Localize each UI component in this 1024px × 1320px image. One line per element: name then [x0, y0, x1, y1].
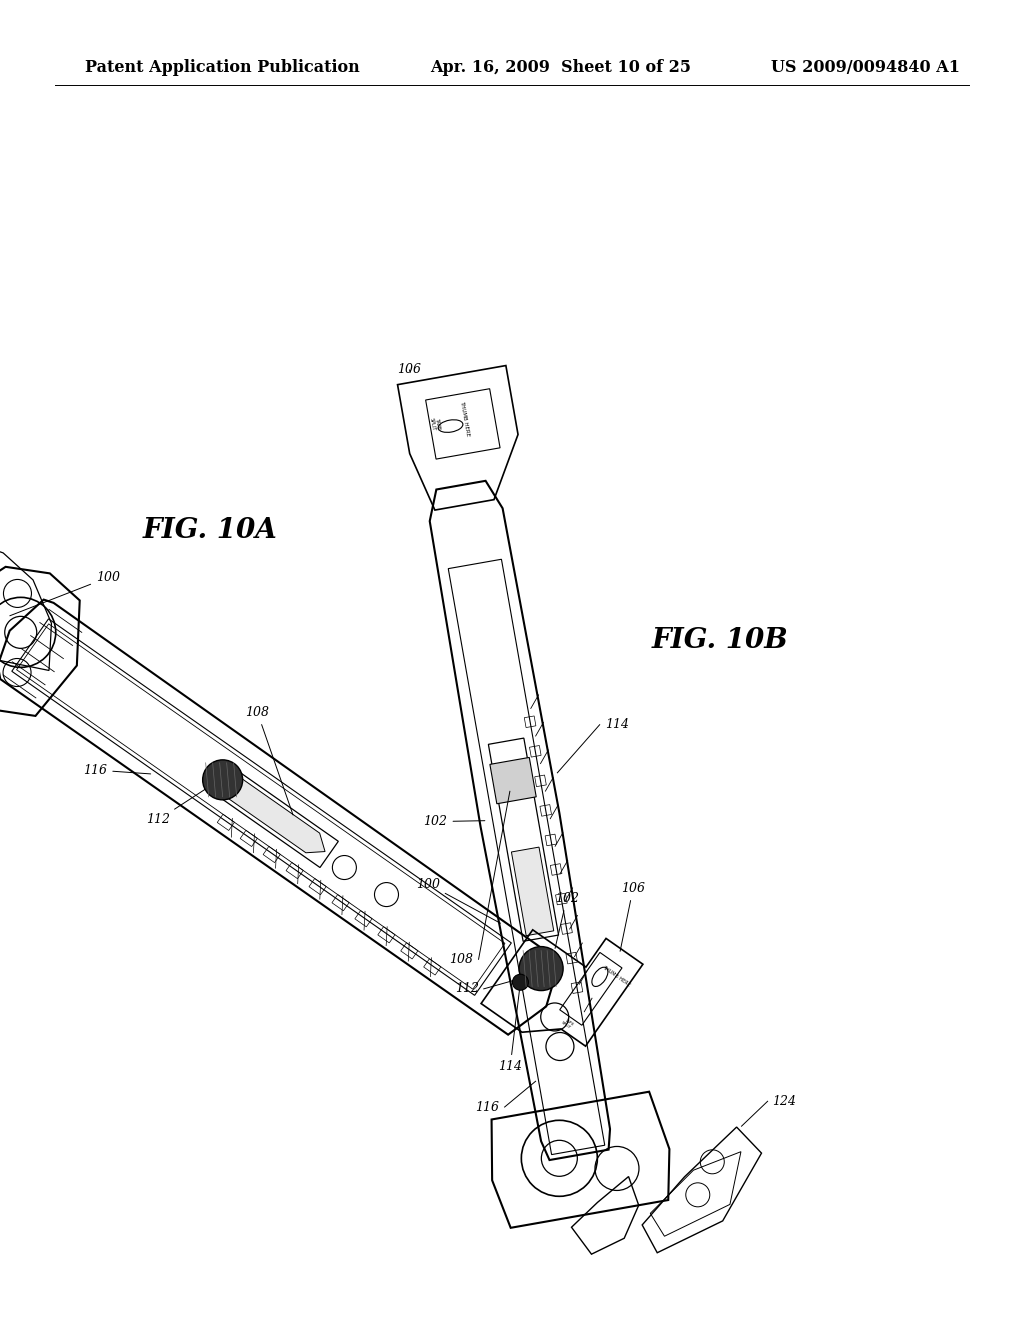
- Polygon shape: [216, 770, 325, 853]
- Text: 114: 114: [604, 718, 629, 731]
- Text: 102: 102: [555, 892, 579, 948]
- Text: 100: 100: [10, 572, 120, 616]
- Text: 116: 116: [475, 1101, 500, 1114]
- Text: Apr. 16, 2009  Sheet 10 of 25: Apr. 16, 2009 Sheet 10 of 25: [430, 59, 691, 77]
- Circle shape: [203, 760, 243, 800]
- Circle shape: [512, 974, 528, 990]
- Text: Patent Application Publication: Patent Application Publication: [85, 59, 359, 77]
- Text: THUMB HERE: THUMB HERE: [459, 400, 470, 437]
- Text: 106: 106: [621, 882, 645, 952]
- Text: 108: 108: [450, 953, 473, 966]
- Text: US 2009/0094840 A1: US 2009/0094840 A1: [771, 59, 961, 77]
- Polygon shape: [489, 758, 537, 804]
- Text: 106: 106: [397, 363, 421, 376]
- Text: FIG. 10B: FIG. 10B: [651, 627, 788, 653]
- Text: FIG. 10A: FIG. 10A: [142, 516, 278, 544]
- Circle shape: [519, 946, 563, 990]
- Text: TAPE
SPLIT: TAPE SPLIT: [428, 416, 441, 432]
- Text: TAPE
SPLIT: TAPE SPLIT: [560, 1016, 574, 1030]
- Text: 116: 116: [83, 763, 151, 776]
- Text: 114: 114: [498, 985, 522, 1073]
- Text: 124: 124: [772, 1094, 797, 1107]
- Text: THUMB HERE: THUMB HERE: [601, 965, 631, 987]
- Text: 108: 108: [246, 706, 293, 814]
- Text: 112: 112: [146, 785, 212, 826]
- Text: 102: 102: [424, 814, 484, 828]
- Text: 112: 112: [455, 982, 479, 995]
- Polygon shape: [511, 847, 554, 936]
- Text: 100: 100: [416, 878, 501, 923]
